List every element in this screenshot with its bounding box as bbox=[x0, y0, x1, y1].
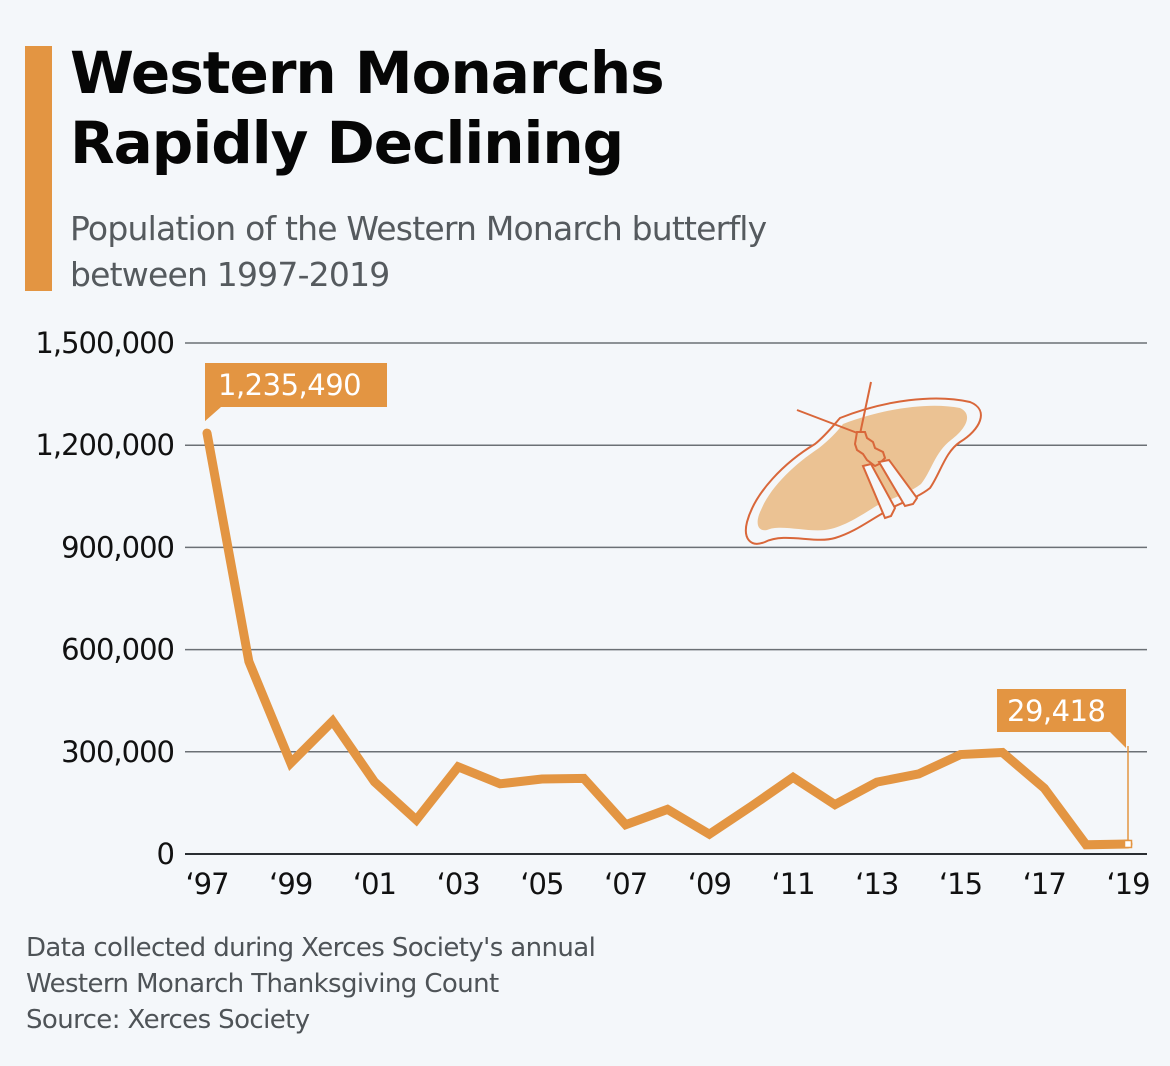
callout-2019: 29,418 bbox=[997, 689, 1133, 849]
x-axis-ticks: ‘97 ‘99 ‘01 ‘03 ‘05 ‘07 ‘09 ‘11 ‘13 ‘15 ‘17 ‘19 bbox=[185, 867, 1150, 901]
chart-subtitle-line-2: between 1997-2019 bbox=[70, 255, 390, 294]
butterfly-antenna-right bbox=[859, 381, 872, 435]
gridlines bbox=[185, 342, 1147, 855]
y-tick-label: 1,500,000 bbox=[35, 326, 174, 360]
x-tick-label: ‘19 bbox=[1106, 867, 1149, 901]
callout-2019-box bbox=[997, 689, 1126, 748]
x-tick-label: ‘05 bbox=[520, 867, 563, 901]
x-tick-label: ‘09 bbox=[688, 867, 731, 901]
x-tick-label: ‘97 bbox=[185, 867, 228, 901]
butterfly-icon bbox=[745, 381, 982, 545]
chart-title-line-2: Rapidly Declining bbox=[70, 109, 624, 177]
chart-title: Western Monarchs Rapidly Declining bbox=[70, 38, 970, 178]
butterfly-antenna-left bbox=[796, 409, 861, 435]
x-tick-label: ‘07 bbox=[604, 867, 647, 901]
chart-subtitle: Population of the Western Monarch butter… bbox=[70, 206, 970, 298]
y-tick-label: 1,200,000 bbox=[35, 428, 174, 462]
butterfly-wing-fill bbox=[757, 405, 968, 531]
callout-2019-label: 29,418 bbox=[1007, 694, 1105, 728]
callout-2019-point-marker bbox=[1123, 839, 1133, 849]
x-tick-label: ‘01 bbox=[353, 867, 396, 901]
footnote: Data collected during Xerces Society's a… bbox=[26, 930, 596, 1038]
callout-1997-box bbox=[205, 363, 387, 422]
callout-1997-label: 1,235,490 bbox=[218, 368, 361, 402]
x-tick-label: ‘03 bbox=[437, 867, 480, 901]
y-tick-label: 600,000 bbox=[61, 633, 174, 667]
title-accent-bar bbox=[25, 46, 52, 291]
y-tick-label: 0 bbox=[157, 837, 174, 871]
footnote-line-2: Western Monarch Thanksgiving Count bbox=[26, 969, 499, 999]
y-tick-label: 300,000 bbox=[61, 735, 174, 769]
x-tick-label: ‘99 bbox=[269, 867, 312, 901]
footnote-line-1: Data collected during Xerces Society's a… bbox=[26, 933, 596, 963]
source-note: Source: Xerces Society bbox=[26, 1005, 310, 1035]
data-points bbox=[207, 433, 1128, 845]
y-axis-ticks: 0 300,000 600,000 900,000 1,200,000 1,500,000 bbox=[35, 326, 175, 871]
y-tick-label: 900,000 bbox=[61, 530, 174, 564]
callout-1997: 1,235,490 bbox=[205, 363, 387, 422]
x-tick-label: ‘13 bbox=[855, 867, 898, 901]
butterfly-hindwing-left bbox=[861, 462, 897, 520]
chart-subtitle-line-1: Population of the Western Monarch butter… bbox=[70, 209, 767, 248]
x-tick-label: ‘15 bbox=[939, 867, 982, 901]
x-tick-label: ‘11 bbox=[772, 867, 815, 901]
x-tick-label: ‘17 bbox=[1023, 867, 1066, 901]
series-line-population bbox=[202, 428, 1133, 850]
butterfly-hindwing-right bbox=[877, 458, 919, 508]
chart-title-line-1: Western Monarchs bbox=[70, 39, 665, 107]
